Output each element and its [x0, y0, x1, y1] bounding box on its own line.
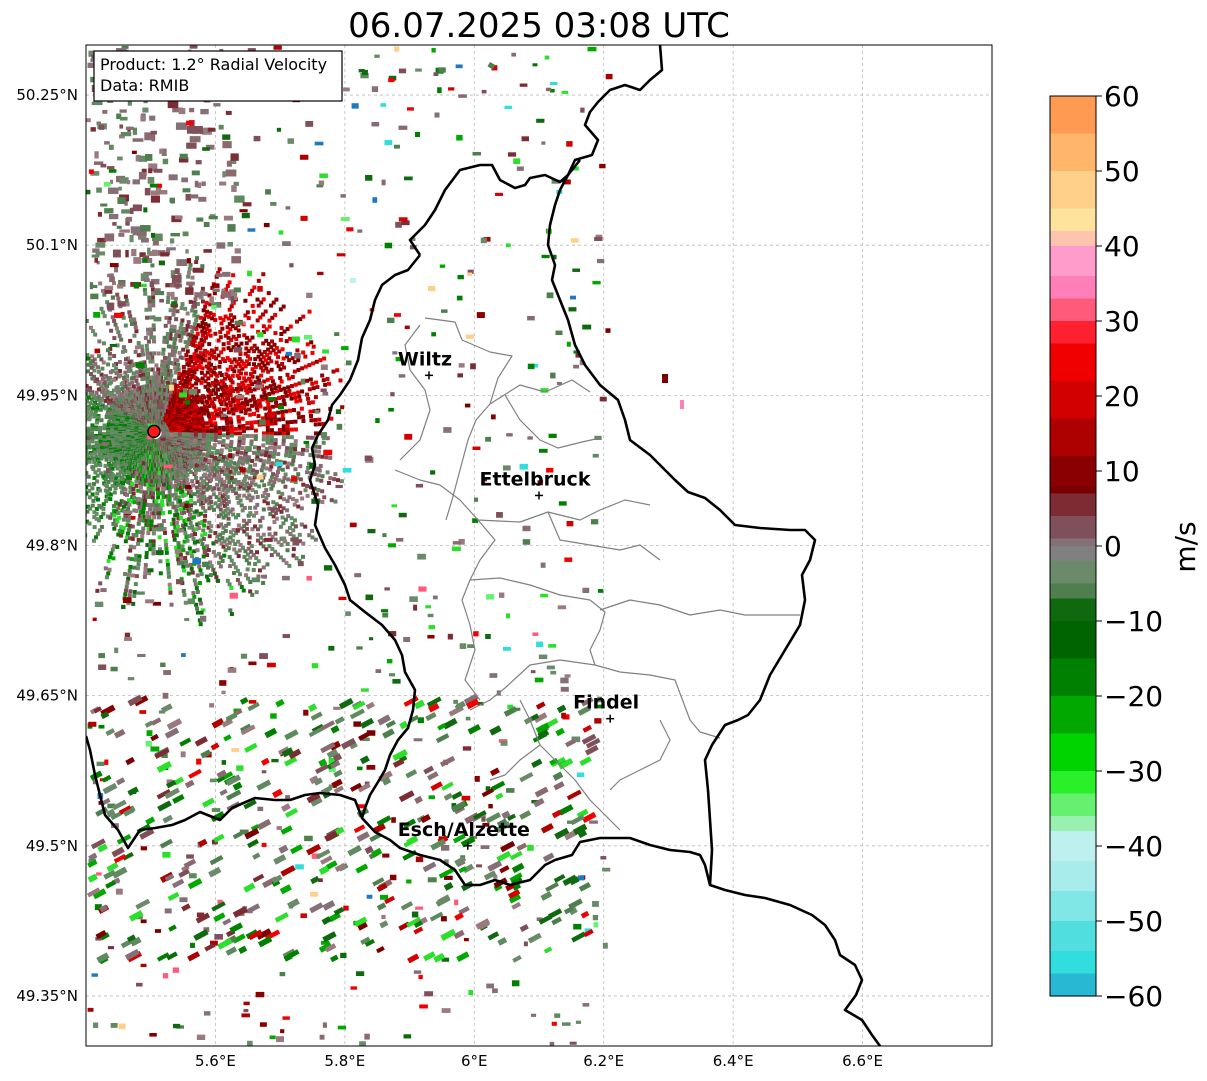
colorbar-segment: [1050, 831, 1096, 862]
colorbar-segment: [1050, 621, 1096, 660]
colorbar-tick: 50: [1104, 155, 1140, 188]
colorbar-tick: −30: [1104, 755, 1163, 788]
colorbar-segment: [1050, 133, 1096, 172]
colorbar-tick: −20: [1104, 680, 1163, 713]
colorbar-segment: [1050, 598, 1096, 622]
lat-tick-label: 49.8°N: [26, 537, 78, 555]
colorbar-segment: [1050, 381, 1096, 420]
lon-tick-label: 6.4°E: [713, 1052, 754, 1070]
colorbar-segment: [1050, 921, 1096, 952]
velocity-colorbar: [1049, 95, 1097, 997]
city-ettelbruck: Ettelbruck: [480, 468, 591, 500]
city-findel: Findel: [573, 692, 639, 723]
city-label: Findel: [573, 692, 639, 714]
colorbar-segment: [1050, 321, 1096, 345]
colorbar-segment: [1050, 538, 1096, 547]
city-label: Esch/Alzette: [398, 819, 530, 841]
longitude-tick-labels: 5.6°E 5.8°E 6°E 6.2°E 6.4°E 6.6°E: [195, 1052, 883, 1070]
map-frame: [85, 44, 993, 1047]
radar-site-marker: [147, 424, 161, 439]
colorbar-segment: [1050, 561, 1096, 585]
colorbar-tick: 20: [1104, 380, 1140, 413]
city-markers: Wiltz Ettelbruck Findel Esch/Alzette: [398, 348, 639, 850]
info-data-source: Data: RMIB: [100, 76, 189, 95]
info-product: Product: 1.2° Radial Velocity: [100, 55, 327, 74]
colorbar-tick: −60: [1104, 980, 1163, 1013]
colorbar-segment: [1050, 951, 1096, 975]
colorbar-segment: [1050, 793, 1096, 817]
lat-tick-label: 50.1°N: [26, 236, 78, 254]
city-label: Ettelbruck: [480, 468, 591, 490]
colorbar-segment: [1050, 231, 1096, 247]
colorbar-segment: [1050, 891, 1096, 922]
colorbar-tick: 10: [1104, 455, 1140, 488]
colorbar-segment: [1050, 298, 1096, 322]
colorbar-segment: [1050, 276, 1096, 300]
lat-tick-label: 49.5°N: [26, 837, 78, 855]
lon-tick-label: 5.8°E: [324, 1052, 365, 1070]
radar-echoes: [86, 45, 684, 1046]
colorbar-segment: [1050, 546, 1096, 562]
colorbar-segment: [1050, 583, 1096, 600]
colorbar-tick: −50: [1104, 905, 1163, 938]
colorbar-segment: [1050, 486, 1096, 495]
lat-tick-label: 49.95°N: [16, 386, 78, 404]
city-esch-alzette: Esch/Alzette: [398, 819, 530, 850]
colorbar-segment: [1050, 96, 1096, 135]
colorbar-segment: [1050, 493, 1096, 517]
info-box: Product: 1.2° Radial Velocity Data: RMIB: [93, 50, 343, 102]
colorbar-segment: [1050, 861, 1096, 892]
lon-tick-label: 6.6°E: [842, 1052, 883, 1070]
colorbar-tick: 40: [1104, 230, 1140, 263]
city-wiltz: Wiltz: [398, 348, 452, 380]
colorbar-segment: [1050, 208, 1096, 232]
colorbar-segment: [1050, 246, 1096, 277]
colorbar-segment: [1050, 658, 1096, 697]
colorbar-segment: [1050, 343, 1096, 382]
colorbar-tick: −40: [1104, 830, 1163, 863]
colorbar-segment: [1050, 171, 1096, 210]
lon-tick-label: 6.2°E: [583, 1052, 624, 1070]
colorbar-segment: [1050, 771, 1096, 795]
lat-tick-label: 50.25°N: [16, 86, 78, 104]
colorbar-segment: [1050, 456, 1096, 487]
colorbar-segment: [1050, 516, 1096, 540]
lat-tick-label: 49.65°N: [16, 687, 78, 705]
colorbar-tick: 30: [1104, 305, 1140, 338]
map-title: 06.07.2025 03:08 UTC: [348, 6, 730, 46]
colorbar-segment: [1050, 973, 1096, 997]
lon-tick-label: 5.6°E: [195, 1052, 236, 1070]
colorbar-segment: [1050, 418, 1096, 457]
canton-boundaries: [394, 317, 800, 831]
lat-tick-label: 49.35°N: [16, 987, 78, 1005]
colorbar-unit-label: m/s: [1169, 521, 1202, 572]
germany-border-south: [709, 883, 882, 1046]
colorbar-tick: 0: [1104, 530, 1122, 563]
lon-tick-label: 6°E: [461, 1052, 488, 1070]
colorbar-segment: [1050, 696, 1096, 735]
luxembourg-border: [86, 45, 817, 887]
colorbar-tick-labels: 60 50 40 30 20 10 0 −10 −20 −30 −40 −50 −60: [1096, 80, 1163, 1013]
colorbar-tick: −10: [1104, 605, 1163, 638]
city-label: Wiltz: [398, 348, 452, 370]
latitude-tick-labels: 50.25°N 50.1°N 49.95°N 49.8°N 49.65°N 49.5°N 4…: [16, 86, 78, 1005]
belgium-border: [308, 159, 582, 819]
colorbar-segment: [1050, 816, 1096, 832]
colorbar-segment: [1050, 733, 1096, 772]
colorbar-tick: 60: [1104, 80, 1140, 113]
